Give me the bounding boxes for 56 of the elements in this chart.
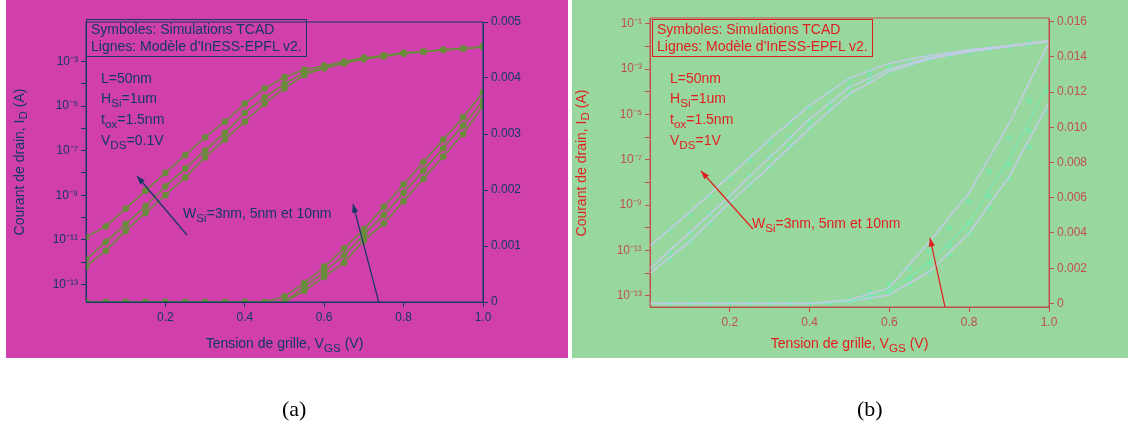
x-tick-label: 0.2 xyxy=(721,314,739,329)
y2-tick-label: 0.005 xyxy=(491,14,522,29)
y-tick-label: 10⁻¹³ xyxy=(52,276,78,291)
y2-tick-label: 0.008 xyxy=(1057,154,1088,169)
x-axis-title: Tension de grille, V$_{GS}$ (V) xyxy=(204,335,365,354)
y2-tick-label: 0.014 xyxy=(1057,49,1088,64)
y-tick-label: 10⁻³ xyxy=(56,53,78,68)
x-tick-label: 0.6 xyxy=(315,309,333,324)
y-tick-label: 10⁻⁵ xyxy=(55,98,79,113)
y-tick-label: 10⁻⁷ xyxy=(56,142,78,157)
y-tick-label: 10⁻⁹ xyxy=(55,187,78,202)
annotation: t$_{ox}$=1.5nm xyxy=(670,111,734,132)
annotation: Lignes: Modèle d'InESS-EPFL v2. xyxy=(91,38,302,55)
y-tick-label: 10⁻³ xyxy=(620,61,642,76)
annotation: L=50nm xyxy=(101,70,152,87)
y2-tick-label: 0.012 xyxy=(1057,84,1088,99)
y-tick-label: 10⁻¹¹ xyxy=(616,242,642,257)
annotation: Symboles: Simulations TCAD xyxy=(657,21,842,38)
annotation: H$_{Si}$=1um xyxy=(101,90,157,111)
annotation: t$_{ox}$=1.5nm xyxy=(101,111,165,132)
annotation: V$_{DS}$=0.1V xyxy=(101,132,164,153)
annotation: Lignes: Modèle d'InESS-EPFL v2. xyxy=(657,38,868,55)
y-tick-label: 10⁻⁹ xyxy=(619,197,642,212)
y2-tick-label: 0.004 xyxy=(491,70,522,85)
annotation: W$_{Si}$=3nm, 5nm et 10nm xyxy=(752,215,901,236)
y-tick-label: 10⁻⁷ xyxy=(620,152,642,167)
y2-tick-label: 0.010 xyxy=(1057,119,1088,134)
y2-tick-label: 0.003 xyxy=(491,126,522,141)
y2-tick-label: 0 xyxy=(1057,295,1064,310)
x-tick-label: 0.6 xyxy=(881,314,899,329)
x-axis-title: Tension de grille, V$_{GS}$ (V) xyxy=(769,335,930,354)
x-tick-label: 1.0 xyxy=(1040,314,1058,329)
y2-tick-label: 0 xyxy=(491,294,498,309)
text: (a) xyxy=(282,396,307,422)
annotation: L=50nm xyxy=(670,70,721,87)
y-tick-label: 10⁻⁵ xyxy=(619,106,643,121)
x-tick-label: 0.8 xyxy=(960,314,978,329)
y-tick-label: 10⁻¹ xyxy=(620,16,642,31)
y-tick-label: 10⁻¹³ xyxy=(616,288,642,303)
annotation: V$_{DS}$=1V xyxy=(670,132,721,153)
text: (b) xyxy=(857,396,883,422)
annotation: W$_{Si}$=3nm, 5nm et 10nm xyxy=(183,205,332,226)
y2-tick-label: 0.002 xyxy=(491,182,522,197)
y2-tick-label: 0.016 xyxy=(1057,13,1088,28)
y2-tick-label: 0.004 xyxy=(1057,225,1088,240)
x-tick-label: 0.4 xyxy=(801,314,819,329)
annotation: Symboles: Simulations TCAD xyxy=(91,21,276,38)
y2-tick-label: 0.001 xyxy=(491,238,522,253)
x-tick-label: 1.0 xyxy=(474,309,492,324)
x-tick-label: 0.4 xyxy=(236,309,254,324)
x-tick-label: 0.8 xyxy=(395,309,413,324)
y2-tick-label: 0.006 xyxy=(1057,190,1088,205)
y-tick-label: 10⁻¹¹ xyxy=(52,232,78,247)
annotation: H$_{Si}$=1um xyxy=(670,90,726,111)
y2-tick-label: 0.002 xyxy=(1057,260,1088,275)
x-tick-label: 0.2 xyxy=(157,309,175,324)
